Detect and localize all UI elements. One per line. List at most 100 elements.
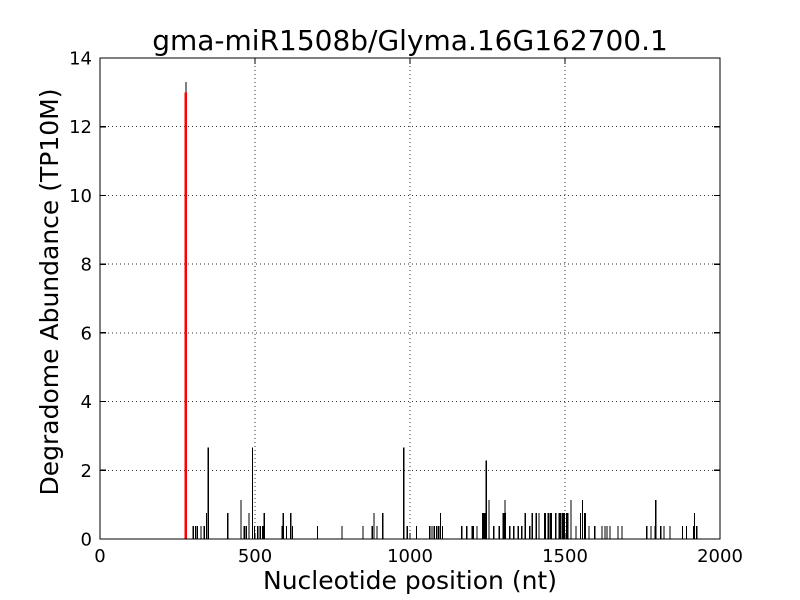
degradome-bar bbox=[685, 525, 688, 539]
degradome-bar bbox=[547, 512, 550, 539]
plot-frame bbox=[99, 57, 721, 540]
degradome-bar bbox=[436, 525, 438, 539]
degradome-bar bbox=[461, 525, 463, 539]
degradome-bar bbox=[524, 512, 527, 539]
degradome-bar bbox=[476, 525, 478, 539]
degradome-bar bbox=[502, 512, 507, 539]
degradome-bar bbox=[290, 512, 292, 539]
degradome-bar bbox=[561, 512, 565, 539]
degradome-bar bbox=[604, 525, 606, 539]
y-tick-label: 0 bbox=[81, 530, 92, 551]
highlighted-cleavage-bar bbox=[184, 92, 188, 539]
degradome-bar bbox=[482, 512, 487, 539]
degradome-bar bbox=[291, 525, 294, 539]
degradome-bar bbox=[376, 525, 378, 539]
degradome-bar bbox=[341, 525, 343, 539]
degradome-bar bbox=[488, 499, 490, 539]
degradome-bar bbox=[535, 512, 537, 539]
x-tick-label: 1000 bbox=[387, 546, 433, 567]
degradome-bar bbox=[570, 499, 572, 539]
degradome-bar bbox=[415, 525, 418, 539]
y-axis-label: Degradome Abundance (TP10M) bbox=[35, 89, 64, 496]
degradome-bar bbox=[521, 525, 523, 539]
degradome-bar bbox=[371, 525, 374, 539]
degradome-bar bbox=[203, 525, 205, 539]
degradome-bar bbox=[207, 447, 209, 539]
y-tick-label: 10 bbox=[69, 186, 92, 207]
y-tick-label: 4 bbox=[81, 392, 92, 413]
chart-title: gma-miR1508b/Glyma.16G162700.1 bbox=[152, 24, 668, 57]
degradome-bar bbox=[583, 512, 586, 539]
degradome-bar bbox=[693, 512, 696, 539]
degradome-bar bbox=[206, 512, 208, 539]
degradome-bar bbox=[654, 525, 656, 539]
x-axis-label: Nucleotide position (nt) bbox=[263, 566, 557, 595]
degradome-bar bbox=[609, 525, 611, 539]
degradome-bar bbox=[517, 525, 519, 539]
degradome-bar bbox=[550, 512, 552, 539]
degradome-bar bbox=[439, 512, 441, 539]
degradome-bar bbox=[606, 525, 608, 539]
degradome-bar bbox=[594, 525, 596, 539]
degradome-bar bbox=[227, 512, 229, 539]
degradome-bar bbox=[441, 525, 444, 539]
degradome-bar bbox=[693, 525, 695, 539]
degradome-bar bbox=[245, 525, 247, 539]
degradome-bar bbox=[281, 525, 283, 539]
degradome-bar bbox=[200, 525, 202, 539]
y-tick-label: 6 bbox=[81, 323, 92, 344]
y-tick-label: 12 bbox=[69, 117, 92, 138]
degradome-bar bbox=[543, 512, 546, 539]
degradome-bar bbox=[485, 460, 487, 539]
degradome-bar bbox=[240, 499, 242, 539]
degradome-bar bbox=[433, 525, 435, 539]
degradome-bar bbox=[663, 525, 665, 539]
degradome-bar bbox=[513, 525, 515, 539]
degradome-bar bbox=[192, 525, 194, 539]
degradome-bar bbox=[466, 525, 468, 539]
degradome-bar bbox=[381, 512, 384, 539]
degradome-bar bbox=[431, 525, 433, 539]
degradome-bar bbox=[257, 525, 259, 539]
degradome-bar bbox=[429, 525, 431, 539]
degradome-bar bbox=[650, 525, 652, 539]
axis-layer: 0 500 1000 1500 2000 0 2 4 6 8 10 12 14 bbox=[69, 49, 743, 568]
degradome-bar bbox=[438, 525, 440, 539]
degradome-bar bbox=[646, 525, 648, 539]
degradome-bar bbox=[617, 525, 619, 539]
x-tick-label: 2000 bbox=[697, 546, 743, 567]
degradome-bar bbox=[251, 447, 254, 539]
degradome-bar bbox=[286, 525, 288, 539]
degradome-bar bbox=[243, 525, 245, 539]
degradome-bar bbox=[660, 525, 662, 539]
degradome-bar bbox=[554, 512, 557, 539]
degradome-bar bbox=[531, 512, 534, 539]
degradome-bar bbox=[253, 525, 255, 539]
degradome-bar bbox=[403, 447, 405, 539]
degradome-bar bbox=[498, 525, 501, 539]
degradome-bar bbox=[406, 525, 408, 539]
degradome-bar bbox=[259, 525, 261, 539]
degradome-bar bbox=[194, 525, 197, 539]
degradome-bar bbox=[248, 512, 250, 539]
degradome-bar bbox=[528, 525, 531, 539]
degradome-bar bbox=[655, 499, 657, 539]
x-tick-label: 0 bbox=[94, 546, 105, 567]
grid-layer bbox=[100, 58, 720, 539]
degradome-bar bbox=[196, 525, 198, 539]
degradome-bar bbox=[581, 499, 583, 539]
degradome-bar bbox=[681, 525, 684, 539]
degradome-bar bbox=[575, 525, 577, 539]
degradome-bar bbox=[492, 525, 495, 539]
degradome-bar bbox=[696, 525, 698, 539]
y-tick-label: 2 bbox=[81, 461, 92, 482]
degradome-bar bbox=[566, 512, 569, 539]
degradome-bar bbox=[261, 525, 265, 539]
degradome-bar bbox=[669, 525, 671, 539]
degradome-bar bbox=[362, 525, 364, 539]
degradome-bar bbox=[509, 525, 511, 539]
degradome-bar bbox=[601, 525, 603, 539]
